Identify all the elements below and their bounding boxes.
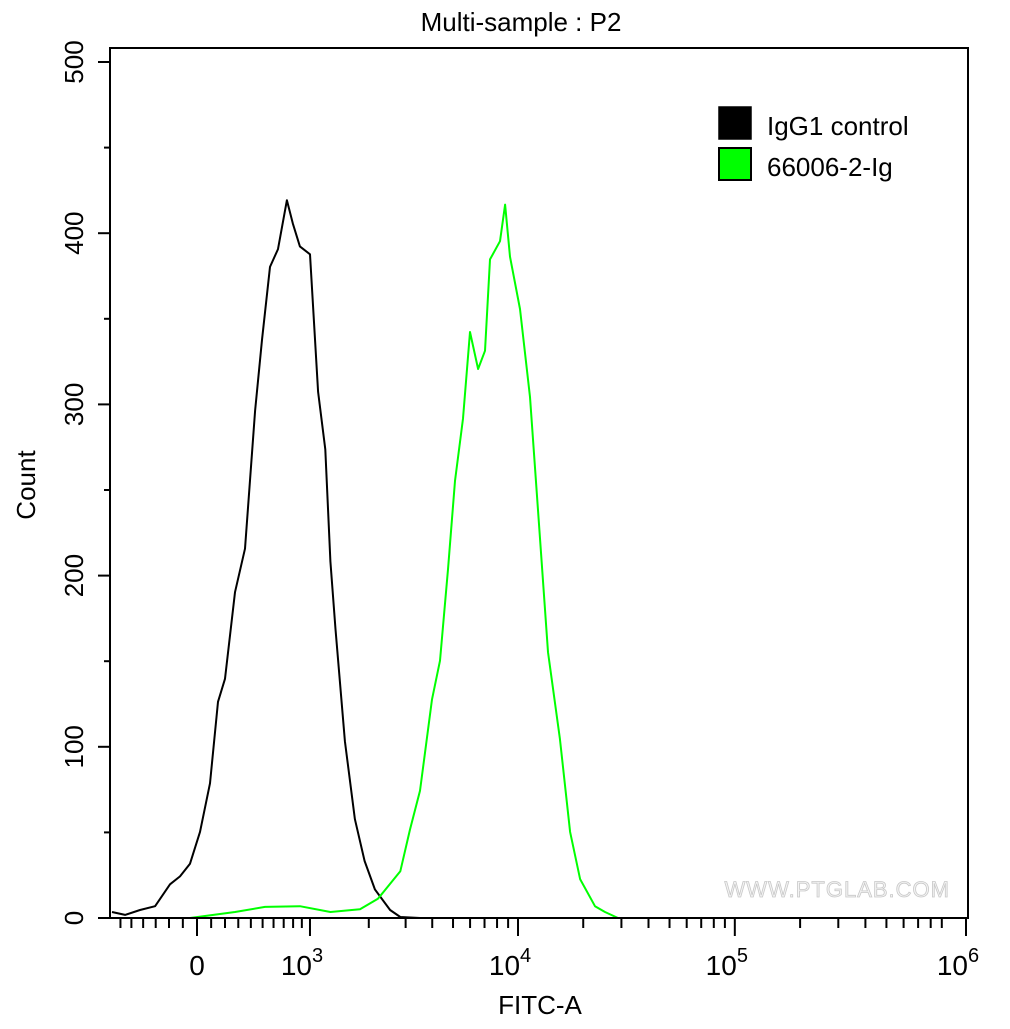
legend: IgG1 control 66006-2-Ig xyxy=(718,106,909,182)
x-tick-label: 0 xyxy=(189,950,205,981)
legend-swatch-igg1 xyxy=(718,106,752,140)
plot-frame xyxy=(109,47,969,919)
x-tick-base: 10 xyxy=(706,950,737,981)
x-axis: 0 103 104 105 106 xyxy=(119,918,979,981)
y-tick-label: 100 xyxy=(59,725,89,768)
x-tick-exponent: 4 xyxy=(520,945,531,967)
curves xyxy=(111,199,619,919)
y-tick-label: 400 xyxy=(59,212,89,255)
x-tick-label: 106 xyxy=(937,945,979,981)
x-tick-base: 10 xyxy=(281,950,312,981)
chart-title: Multi-sample : P2 xyxy=(421,7,622,37)
y-tick-label: 200 xyxy=(59,554,89,597)
x-tick-exponent: 6 xyxy=(968,945,979,967)
legend-swatch-66006 xyxy=(718,147,752,181)
x-tick-exponent: 3 xyxy=(312,945,323,967)
legend-label-66006: 66006-2-Ig xyxy=(767,152,893,182)
legend-label-igg1: IgG1 control xyxy=(767,111,909,141)
x-tick-label: 104 xyxy=(489,945,531,981)
x-tick-base: 10 xyxy=(489,950,520,981)
x-tick-exponent: 5 xyxy=(737,945,748,967)
x-tick-base: 0 xyxy=(189,950,205,981)
watermark: WWW.PTGLAB.COM xyxy=(725,877,950,902)
y-tick-label: 0 xyxy=(59,911,89,925)
x-axis-label: FITC-A xyxy=(498,990,582,1020)
x-tick-base: 10 xyxy=(937,950,968,981)
y-tick-label: 300 xyxy=(59,383,89,426)
x-tick-label: 103 xyxy=(281,945,323,981)
series-line-0 xyxy=(111,199,421,919)
y-axis: 0 100 200 300 400 500 xyxy=(59,40,110,925)
x-tick-label: 105 xyxy=(706,945,748,981)
y-axis-label: Count xyxy=(11,450,41,520)
series-line-1 xyxy=(189,203,619,919)
y-tick-label: 500 xyxy=(59,40,89,83)
